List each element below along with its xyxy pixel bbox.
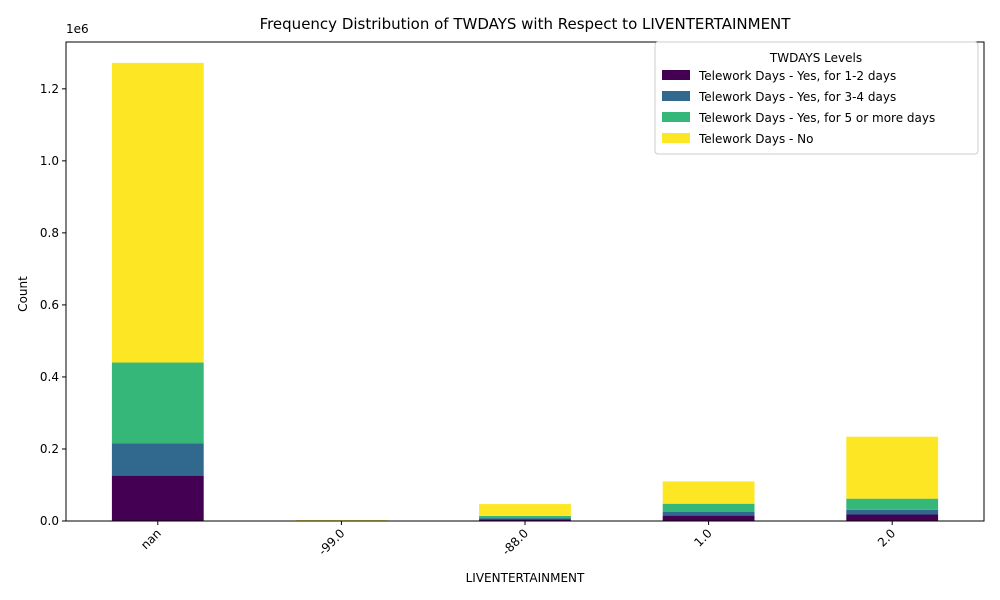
y-tick-label: 0.8 [40, 226, 59, 240]
bar-segment [479, 515, 571, 519]
bar-segment [111, 443, 204, 476]
y-tick-label: 0.4 [40, 370, 59, 384]
legend-label: Telework Days - No [698, 132, 813, 146]
bar-segment [479, 504, 571, 516]
plot-frame [65, 41, 985, 522]
x-ticks-group: nan -99.0 -88.0 1.0 2.0 [138, 521, 898, 558]
bar-segment [479, 518, 571, 520]
bar-segment [662, 515, 755, 521]
bar-segment [111, 362, 204, 444]
bar-segment [846, 436, 939, 499]
x-tick-label: -99.0 [316, 526, 348, 558]
bar-segment [111, 62, 204, 363]
legend: TWDAYS Levels Telework Days - Yes, for 1… [654, 41, 979, 155]
legend-title: TWDAYS Levels [769, 51, 862, 65]
y-axis-label: Count [16, 276, 30, 312]
x-axis-label: LIVENTERTAINMENT [466, 571, 585, 585]
y-multiplier-label: 1e6 [66, 22, 89, 36]
bar-segment [662, 511, 755, 516]
bars-group [111, 62, 939, 521]
x-tick-label: 1.0 [691, 526, 714, 549]
legend-label: Telework Days - Yes, for 5 or more days [698, 111, 935, 125]
chart-title: Frequency Distribution of TWDAYS with Re… [260, 15, 792, 33]
bar-segment [846, 498, 939, 510]
bar-segment [846, 514, 939, 521]
legend-label: Telework Days - Yes, for 1-2 days [698, 69, 896, 83]
legend-label: Telework Days - Yes, for 3-4 days [698, 90, 896, 104]
bar-segment [662, 503, 755, 512]
y-tick-label: 1.2 [40, 82, 59, 96]
x-tick-label: 2.0 [875, 526, 898, 549]
legend-swatch [662, 112, 690, 122]
legend-swatch [662, 70, 690, 80]
legend-box [654, 41, 979, 155]
bar-segment [111, 475, 204, 521]
y-tick-label: 0.0 [40, 514, 59, 528]
y-tick-label: 1.0 [40, 154, 59, 168]
bar-segment [479, 519, 571, 521]
y-tick-label: 0.2 [40, 442, 59, 456]
bar-segment [662, 481, 755, 504]
x-tick-label: nan [138, 526, 164, 552]
legend-swatch [662, 91, 690, 101]
legend-swatch [662, 133, 690, 143]
y-ticks-group: 0.0 0.2 0.4 0.6 0.8 1.0 1.2 [40, 82, 66, 528]
bar-segment [846, 509, 939, 515]
y-tick-label: 0.6 [40, 298, 59, 312]
x-tick-label: -88.0 [499, 526, 531, 558]
